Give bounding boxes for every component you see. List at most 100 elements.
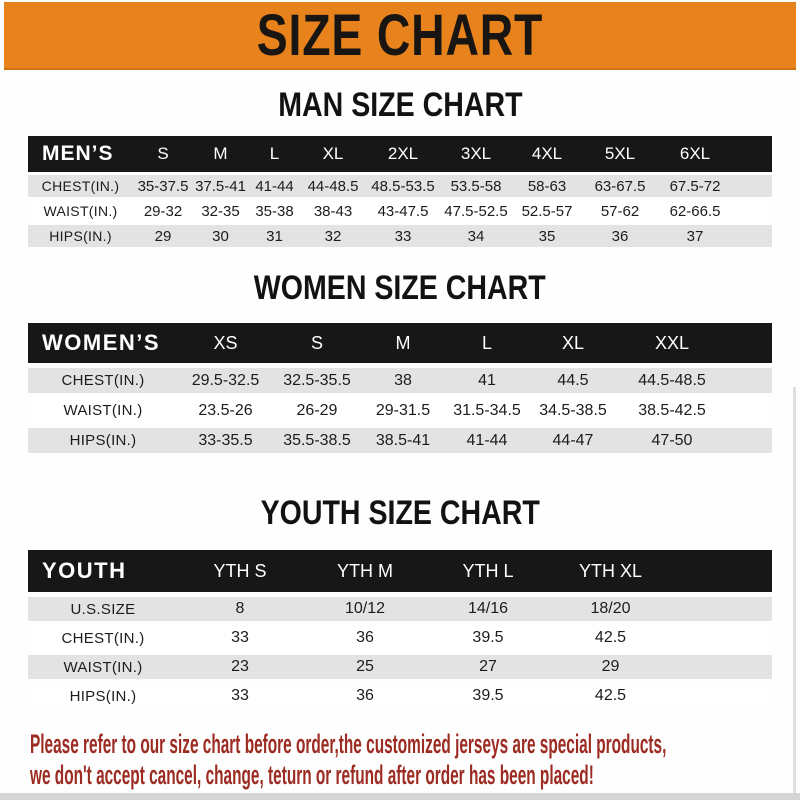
filler-cell <box>673 550 772 592</box>
table-row: HIPS(IN.) 33-35.5 35.5-38.5 38.5-41 41-44 44-… <box>28 428 772 453</box>
size-header-cell: XL <box>529 323 617 363</box>
size-header-cell: 2XL <box>365 136 441 172</box>
value-cell: 38.5-41 <box>361 428 445 453</box>
size-header-cell: 6XL <box>657 136 733 172</box>
banner-title: SIZE CHART <box>256 2 544 68</box>
value-cell: 57-62 <box>583 200 657 222</box>
value-cell: 35-38 <box>248 200 301 222</box>
size-header-cell: YTH M <box>302 550 428 592</box>
size-header-cell: XS <box>178 323 273 363</box>
table-header-row: YOUTH YTH S YTH M YTH L YTH XL <box>28 550 772 592</box>
size-table: WOMEN’S XS S M L XL XXL CHEST(IN.) 29.5-32.5 32.5… <box>28 318 772 458</box>
row-label-cell: HIPS(IN.) <box>28 684 178 708</box>
men-heading-text: MAN SIZE CHART <box>277 86 523 124</box>
value-cell: 36 <box>302 626 428 650</box>
value-cell: 67.5-72 <box>657 175 733 197</box>
row-label-cell: U.S.SIZE <box>28 597 178 621</box>
value-cell: 39.5 <box>428 626 548 650</box>
value-cell: 30 <box>193 225 248 247</box>
size-header-cell: YTH S <box>178 550 302 592</box>
value-cell: 41 <box>445 368 529 393</box>
value-cell: 47.5-52.5 <box>441 200 511 222</box>
filler-cell <box>727 368 772 393</box>
value-cell: 33 <box>178 626 302 650</box>
value-cell: 32 <box>301 225 365 247</box>
filler-cell <box>673 597 772 621</box>
value-cell: 42.5 <box>548 684 673 708</box>
value-cell: 33-35.5 <box>178 428 273 453</box>
size-table: MEN’S S M L XL 2XL 3XL 4XL 5XL 6XL CHEST(IN.) 35-37… <box>28 133 772 250</box>
youth-section-heading: YOUTH SIZE CHART <box>0 495 800 531</box>
size-header-cell: YTH L <box>428 550 548 592</box>
filler-cell <box>733 200 772 222</box>
row-label-cell: CHEST(IN.) <box>28 626 178 650</box>
table-row: HIPS(IN.) 29 30 31 32 33 34 35 36 37 <box>28 225 772 247</box>
value-cell: 34 <box>441 225 511 247</box>
row-label-cell: WAIST(IN.) <box>28 398 178 423</box>
value-cell: 29 <box>133 225 193 247</box>
value-cell: 31.5-34.5 <box>445 398 529 423</box>
value-cell: 37 <box>657 225 733 247</box>
value-cell: 34.5-38.5 <box>529 398 617 423</box>
value-cell: 25 <box>302 655 428 679</box>
table-row: WAIST(IN.) 29-32 32-35 35-38 38-43 43-47.5 47.… <box>28 200 772 222</box>
filler-cell <box>733 225 772 247</box>
table-row: CHEST(IN.) 33 36 39.5 42.5 <box>28 626 772 650</box>
table-header-row: WOMEN’S XS S M L XL XXL <box>28 323 772 363</box>
value-cell: 35 <box>511 225 583 247</box>
value-cell: 48.5-53.5 <box>365 175 441 197</box>
value-cell: 35-37.5 <box>133 175 193 197</box>
youth-size-table: YOUTH YTH S YTH M YTH L YTH XL U.S.SIZE 8 10/12… <box>28 545 772 713</box>
value-cell: 33 <box>365 225 441 247</box>
filler-cell <box>733 175 772 197</box>
value-cell: 39.5 <box>428 684 548 708</box>
value-cell: 53.5-58 <box>441 175 511 197</box>
value-cell: 33 <box>178 684 302 708</box>
value-cell: 63-67.5 <box>583 175 657 197</box>
value-cell: 38-43 <box>301 200 365 222</box>
women-size-table: WOMEN’S XS S M L XL XXL CHEST(IN.) 29.5-32.5 32.5… <box>28 318 772 458</box>
disclaimer-line-2: we don't accept cancel, change, teturn o… <box>30 760 594 790</box>
value-cell: 42.5 <box>548 626 673 650</box>
value-cell: 44-48.5 <box>301 175 365 197</box>
disclaimer-line-1: Please refer to our size chart before or… <box>30 729 667 759</box>
row-label-cell: HIPS(IN.) <box>28 428 178 453</box>
size-header-cell: S <box>273 323 361 363</box>
women-section-heading: WOMEN SIZE CHART <box>0 270 800 306</box>
value-cell: 41-44 <box>445 428 529 453</box>
row-label-cell: HIPS(IN.) <box>28 225 133 247</box>
filler-cell <box>733 136 772 172</box>
value-cell: 43-47.5 <box>365 200 441 222</box>
size-header-cell: YTH XL <box>548 550 673 592</box>
value-cell: 27 <box>428 655 548 679</box>
size-header-cell: L <box>445 323 529 363</box>
size-table: YOUTH YTH S YTH M YTH L YTH XL U.S.SIZE 8 10/12… <box>28 545 772 713</box>
disclaimer-text: Please refer to our size chart before or… <box>30 729 800 791</box>
row-label-cell: CHEST(IN.) <box>28 368 178 393</box>
table-row: CHEST(IN.) 29.5-32.5 32.5-35.5 38 41 44.5 44.5… <box>28 368 772 393</box>
men-section-heading: MAN SIZE CHART <box>0 87 800 123</box>
value-cell: 52.5-57 <box>511 200 583 222</box>
size-header-cell: 4XL <box>511 136 583 172</box>
size-header-cell: M <box>193 136 248 172</box>
value-cell: 32-35 <box>193 200 248 222</box>
row-label-cell: WAIST(IN.) <box>28 655 178 679</box>
value-cell: 38.5-42.5 <box>617 398 727 423</box>
size-header-cell: S <box>133 136 193 172</box>
value-cell: 32.5-35.5 <box>273 368 361 393</box>
value-cell: 58-63 <box>511 175 583 197</box>
value-cell: 41-44 <box>248 175 301 197</box>
filler-cell <box>727 323 772 363</box>
table-title-cell: WOMEN’S <box>28 323 178 363</box>
value-cell: 26-29 <box>273 398 361 423</box>
value-cell: 37.5-41 <box>193 175 248 197</box>
value-cell: 47-50 <box>617 428 727 453</box>
table-row: WAIST(IN.) 23 25 27 29 <box>28 655 772 679</box>
table-title-cell: MEN’S <box>28 136 133 172</box>
size-header-cell: XXL <box>617 323 727 363</box>
bottom-edge-strip <box>0 793 800 800</box>
size-header-cell: XL <box>301 136 365 172</box>
value-cell: 29 <box>548 655 673 679</box>
size-header-cell: 5XL <box>583 136 657 172</box>
